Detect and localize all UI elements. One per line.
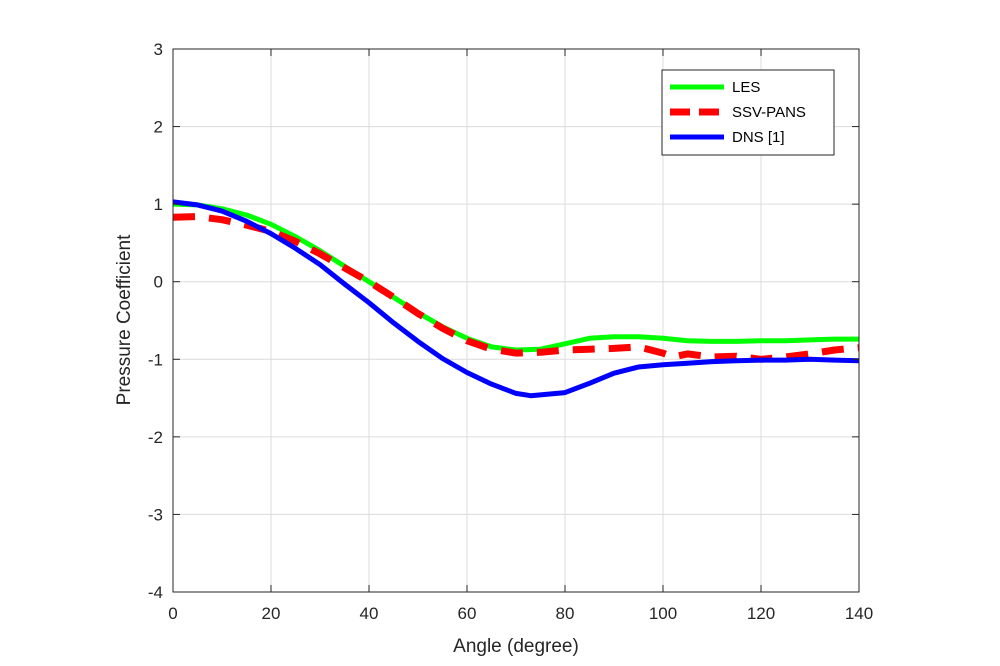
x-tick-label: 120 bbox=[747, 604, 775, 623]
x-tick-label: 60 bbox=[458, 604, 477, 623]
x-tick-label: 40 bbox=[360, 604, 379, 623]
axis-ticks: 0 20 40 60 80 100 120 140 -4 -3 -2 -1 0 1 2 3 bbox=[148, 40, 873, 623]
x-axis-label: Angle (degree) bbox=[453, 636, 579, 657]
x-tick-label: 20 bbox=[262, 604, 281, 623]
y-tick-label: 1 bbox=[154, 195, 163, 214]
x-tick-label: 80 bbox=[556, 604, 575, 623]
y-tick-label: -2 bbox=[148, 428, 163, 447]
y-tick-label: 0 bbox=[154, 273, 163, 292]
y-tick-label: -3 bbox=[148, 505, 163, 524]
series-group bbox=[173, 199, 859, 399]
legend-label: SSV-PANS bbox=[732, 104, 806, 121]
y-tick-label: 2 bbox=[154, 118, 163, 137]
y-tick-label: -4 bbox=[148, 583, 163, 602]
x-tick-label: 0 bbox=[168, 604, 177, 623]
plot-border bbox=[172, 48, 860, 593]
x-tick-label: 140 bbox=[845, 604, 873, 623]
legend-label: DNS [1] bbox=[732, 129, 785, 146]
y-axis-label: Pressure Coefficient bbox=[114, 234, 135, 405]
x-tick-label: 100 bbox=[649, 604, 677, 623]
series-line-ssv-pans bbox=[173, 213, 859, 363]
y-tick-label: -1 bbox=[148, 350, 163, 369]
legend: LES SSV-PANS DNS [1] bbox=[661, 69, 835, 156]
y-tick-label: 3 bbox=[154, 40, 163, 59]
legend-label: LES bbox=[732, 79, 760, 96]
series-line-dns-1 bbox=[173, 199, 859, 399]
legend-box bbox=[661, 69, 835, 156]
